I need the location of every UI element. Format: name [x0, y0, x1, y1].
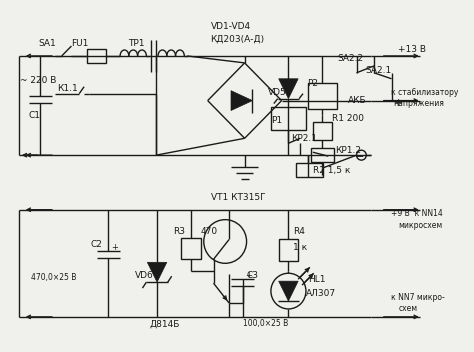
Bar — [279, 239, 298, 261]
Text: C2: C2 — [91, 240, 103, 249]
Text: схем: схем — [398, 304, 418, 313]
Bar — [296, 163, 323, 177]
Text: TP1: TP1 — [128, 39, 145, 48]
Polygon shape — [279, 281, 298, 301]
Text: R3: R3 — [173, 227, 185, 236]
Text: R4: R4 — [293, 227, 305, 236]
Polygon shape — [279, 79, 298, 99]
Text: SA2.2: SA2.2 — [337, 55, 363, 63]
Text: 470: 470 — [201, 227, 218, 236]
Polygon shape — [147, 262, 167, 282]
Text: напряжения: напряжения — [393, 99, 445, 108]
Text: к NN7 микро-: к NN7 микро- — [391, 293, 444, 302]
Text: 470,0×25 В: 470,0×25 В — [31, 273, 76, 282]
Bar — [271, 107, 306, 130]
Text: C3: C3 — [246, 271, 259, 280]
Text: микросхем: микросхем — [398, 221, 443, 230]
Text: Д814Б: Д814Б — [149, 319, 180, 328]
Text: КР1.2: КР1.2 — [335, 146, 361, 155]
Bar — [313, 122, 332, 140]
Text: P1: P1 — [271, 116, 282, 125]
Text: 1 к: 1 к — [293, 243, 308, 252]
Text: К1.1: К1.1 — [57, 84, 78, 93]
Text: КР2.1: КР2.1 — [292, 134, 317, 143]
Text: VD6: VD6 — [135, 271, 154, 280]
Text: АЛ307: АЛ307 — [306, 289, 336, 297]
Text: ~ 220 В: ~ 220 В — [20, 76, 56, 85]
Text: HL1: HL1 — [308, 275, 325, 284]
Text: VD5: VD5 — [268, 88, 287, 97]
Text: к стабилизатору: к стабилизатору — [391, 88, 458, 97]
Text: +: + — [393, 98, 403, 108]
Text: −: − — [355, 152, 364, 162]
Text: +: + — [246, 271, 253, 280]
Text: FU1: FU1 — [72, 39, 89, 48]
Polygon shape — [231, 91, 253, 111]
Text: SA2.1: SA2.1 — [365, 66, 392, 75]
Text: +9 В  к NN14: +9 В к NN14 — [391, 209, 442, 218]
Text: 100,0×25 В: 100,0×25 В — [243, 319, 288, 328]
Text: C1: C1 — [28, 111, 41, 120]
Text: R1 200: R1 200 — [332, 114, 364, 123]
Text: SA1: SA1 — [38, 39, 56, 48]
Bar — [182, 238, 201, 259]
Text: +13 В: +13 В — [398, 44, 427, 54]
Text: P2: P2 — [307, 79, 318, 88]
Bar — [308, 83, 337, 108]
Bar — [87, 49, 107, 63]
Text: VD1-VD4: VD1-VD4 — [210, 22, 251, 31]
Text: +: + — [111, 243, 118, 252]
Text: АКБ: АКБ — [348, 96, 366, 105]
Bar — [311, 148, 334, 162]
Text: VT1 КТ315Г: VT1 КТ315Г — [210, 193, 265, 202]
Text: R2 1,5 к: R2 1,5 к — [313, 165, 350, 175]
Text: КД203(А-Д): КД203(А-Д) — [210, 34, 264, 44]
